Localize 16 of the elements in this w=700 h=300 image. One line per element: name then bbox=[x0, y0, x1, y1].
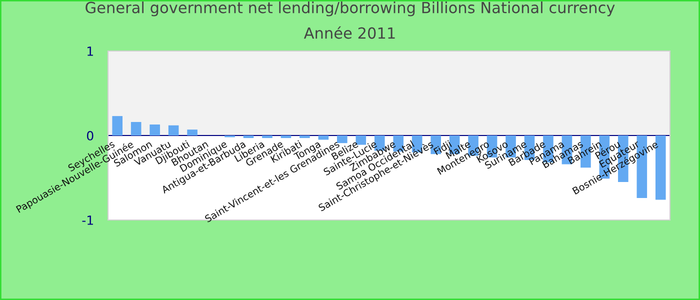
bar bbox=[168, 125, 179, 136]
bar bbox=[243, 136, 254, 138]
y-tick-label: -1 bbox=[82, 216, 93, 225]
chart-title: General government net lending/borrowing Billions National currency bbox=[86, 2, 615, 16]
bar bbox=[130, 122, 142, 136]
bar bbox=[150, 124, 160, 136]
bar bbox=[318, 136, 329, 140]
y-tick-label: 0 bbox=[86, 130, 94, 140]
bar bbox=[300, 136, 310, 138]
bar bbox=[187, 130, 198, 136]
y-tick-label: 1 bbox=[88, 46, 93, 56]
bar bbox=[337, 136, 348, 144]
chart-subtitle: Année 2011 bbox=[304, 26, 395, 39]
bar bbox=[112, 116, 123, 136]
bar bbox=[280, 136, 292, 138]
bar bbox=[262, 136, 272, 138]
